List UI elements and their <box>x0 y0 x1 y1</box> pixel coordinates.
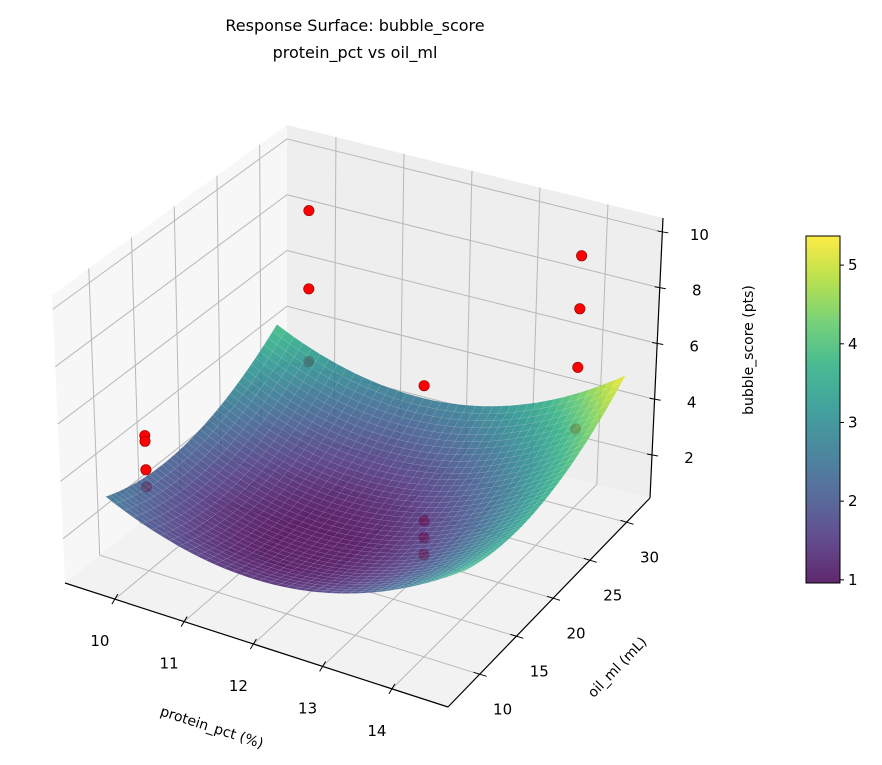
y-tick-label: 15 <box>530 662 549 680</box>
data-point <box>574 303 586 315</box>
z-tick-label: 2 <box>684 449 694 467</box>
y-tick <box>510 633 524 639</box>
surface-patch <box>607 382 622 395</box>
gridline-y <box>173 206 181 491</box>
gridline-z <box>54 194 288 368</box>
data-point <box>303 283 315 295</box>
x-tick <box>111 593 119 605</box>
surface-patch <box>583 424 598 437</box>
z-tick-label: 8 <box>692 282 702 300</box>
colorbar-tick-label: 4 <box>848 335 858 353</box>
tick-labels: 10 11 12 13 14 10 15 20 25 30 2 4 6 8 10 <box>90 226 709 740</box>
z-tick <box>649 397 661 401</box>
y-tick <box>546 595 561 601</box>
colorbar-tick-label: 2 <box>848 492 858 510</box>
gridline-x <box>399 153 405 434</box>
gridline-x <box>596 204 609 485</box>
surface-patch <box>603 389 618 402</box>
gridline-x <box>465 170 473 451</box>
x-tick-label: 14 <box>367 722 386 740</box>
data-point <box>139 435 151 447</box>
y-tick-label: 30 <box>640 548 659 566</box>
z-tick <box>654 286 666 290</box>
x-tick <box>180 616 188 627</box>
y-axis-label: oil_ml (mL) <box>585 634 650 701</box>
surface-patch <box>538 489 554 500</box>
z-tick-label: 10 <box>690 226 709 244</box>
colorbar-tick-label: 5 <box>848 256 858 274</box>
z-axis-line <box>649 217 664 499</box>
surface-patch <box>562 456 578 468</box>
chart-title: Response Surface: bubble_score <box>225 16 484 36</box>
x-axis-label: protein_pct (%) <box>158 704 265 752</box>
data-point <box>418 380 430 392</box>
colorbar-tick-label: 3 <box>848 414 858 432</box>
gridline-z <box>57 250 288 425</box>
x-tick-label: 11 <box>160 655 179 673</box>
x-tick <box>249 638 257 650</box>
gridline-z <box>286 194 660 289</box>
axis-lines <box>64 217 669 708</box>
colorbar-gradient <box>806 236 840 583</box>
chart-subtitle: protein_pct vs oil_ml <box>273 43 438 63</box>
x-tick-label: 12 <box>229 677 248 695</box>
surface-patch <box>599 396 614 410</box>
z-tick-label: 6 <box>689 338 699 356</box>
data-point <box>303 205 315 217</box>
z-tick <box>652 342 664 345</box>
surface-patch <box>571 444 586 456</box>
y-tick <box>583 557 597 563</box>
y-tick-label: 20 <box>566 624 585 642</box>
x-axis-line <box>64 582 449 708</box>
gridline-y <box>88 268 101 556</box>
z-tick-label: 4 <box>687 393 697 411</box>
surface-patch <box>579 431 594 443</box>
colorbar: 1 2 3 4 5 <box>805 235 858 589</box>
gridline-z <box>52 138 288 310</box>
y-tick <box>620 519 634 525</box>
data-point <box>140 464 152 476</box>
surface-patch <box>567 450 582 462</box>
x-tick <box>388 683 396 695</box>
left-pane <box>52 125 287 583</box>
gridline-y <box>99 554 480 675</box>
gridline-z <box>60 305 288 482</box>
colorbar-tick-label: 1 <box>848 571 858 589</box>
x-tick-label: 13 <box>298 699 317 717</box>
y-tick-label: 25 <box>603 586 622 604</box>
y-tick-label: 10 <box>493 700 512 718</box>
x-tick-label: 10 <box>90 632 109 650</box>
surface-patch <box>456 567 470 574</box>
gridline-x <box>391 484 598 690</box>
data-point <box>572 361 584 373</box>
response-surface <box>105 324 627 594</box>
y-tick <box>473 671 487 677</box>
gridline-y <box>130 237 141 523</box>
gridline-z <box>286 305 655 400</box>
gridline-z <box>286 138 663 233</box>
surface-patch <box>595 404 610 417</box>
data-point <box>576 250 588 262</box>
gridline-z <box>286 250 658 344</box>
z-axis-label: bubble_score (pts) <box>741 285 757 415</box>
z-tick <box>657 230 669 234</box>
colorbar-frame <box>805 235 841 584</box>
y-axis-line <box>447 497 651 708</box>
z-tick <box>646 453 659 457</box>
x-tick <box>319 661 327 672</box>
